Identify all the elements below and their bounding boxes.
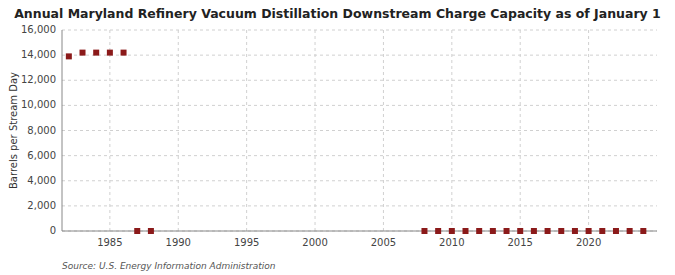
y-tick-label: 10,000 <box>21 99 56 110</box>
y-axis-line <box>62 30 63 231</box>
data-point <box>435 228 441 234</box>
y-tick-label: 8,000 <box>27 125 56 136</box>
chart: 0 2,000 4,000 6,000 8,000 10,000 12,000 14,000 1… <box>0 0 675 275</box>
data-point <box>476 228 482 234</box>
y-tick-label: 16,000 <box>21 24 56 35</box>
data-point <box>93 50 99 56</box>
title: Annual Maryland Refinery Vacuum Distilla… <box>14 6 661 21</box>
data-point <box>449 228 455 234</box>
series <box>66 50 646 234</box>
x-tick-label: 2010 <box>439 237 464 248</box>
data-point <box>572 228 578 234</box>
y-grid-line <box>62 105 657 106</box>
x-grid-line <box>451 30 452 231</box>
y-axis-label: Barrels per Stream Day <box>8 72 19 189</box>
data-point <box>586 228 592 234</box>
data-point <box>599 228 605 234</box>
x-grid-line <box>383 30 384 231</box>
x-grid-line <box>588 30 589 231</box>
data-point <box>490 228 496 234</box>
data-point <box>80 50 86 56</box>
data-point <box>558 228 564 234</box>
x-tick-label: 2005 <box>371 237 396 248</box>
y-tick-label: 2,000 <box>27 200 56 211</box>
data-point <box>421 228 427 234</box>
x-grid-line <box>315 30 316 231</box>
data-point <box>66 53 72 59</box>
data-point <box>504 228 510 234</box>
data-point <box>627 228 633 234</box>
data-point <box>640 228 646 234</box>
y-grid-line <box>62 155 657 156</box>
y-grid-line <box>62 55 657 56</box>
x-tick-label: 2015 <box>507 237 532 248</box>
x-tick-label: 1985 <box>97 237 122 248</box>
data-point <box>134 228 140 234</box>
x-grid-line <box>520 30 521 231</box>
data-point <box>613 228 619 234</box>
axes: 0 2,000 4,000 6,000 8,000 10,000 12,000 14,000 1… <box>21 24 657 248</box>
x-tick-label: 1990 <box>166 237 191 248</box>
data-point <box>531 228 537 234</box>
x-grid-line <box>178 30 179 231</box>
data-point <box>148 228 154 234</box>
x-grid-line <box>109 30 110 231</box>
y-tick-label: 14,000 <box>21 49 56 60</box>
x-tick-label: 2000 <box>302 237 327 248</box>
y-grid-line <box>62 130 657 131</box>
y-grid-line <box>62 205 657 206</box>
data-point <box>545 228 551 234</box>
x-tick-label: 1995 <box>234 237 259 248</box>
data-point <box>463 228 469 234</box>
y-tick-label: 6,000 <box>27 150 56 161</box>
y-grid-line <box>62 30 657 31</box>
data-point <box>121 50 127 56</box>
x-grid-line <box>246 30 247 231</box>
y-grid-line <box>62 80 657 81</box>
y-tick-label: 12,000 <box>21 74 56 85</box>
y-tick-label: 4,000 <box>27 175 56 186</box>
x-tick-label: 2020 <box>576 237 601 248</box>
data-point <box>107 50 113 56</box>
source-note: Source: U.S. Energy Information Administ… <box>62 261 276 271</box>
y-tick-label: 0 <box>50 225 56 236</box>
y-grid-line <box>62 180 657 181</box>
data-point <box>517 228 523 234</box>
grid <box>62 30 657 231</box>
